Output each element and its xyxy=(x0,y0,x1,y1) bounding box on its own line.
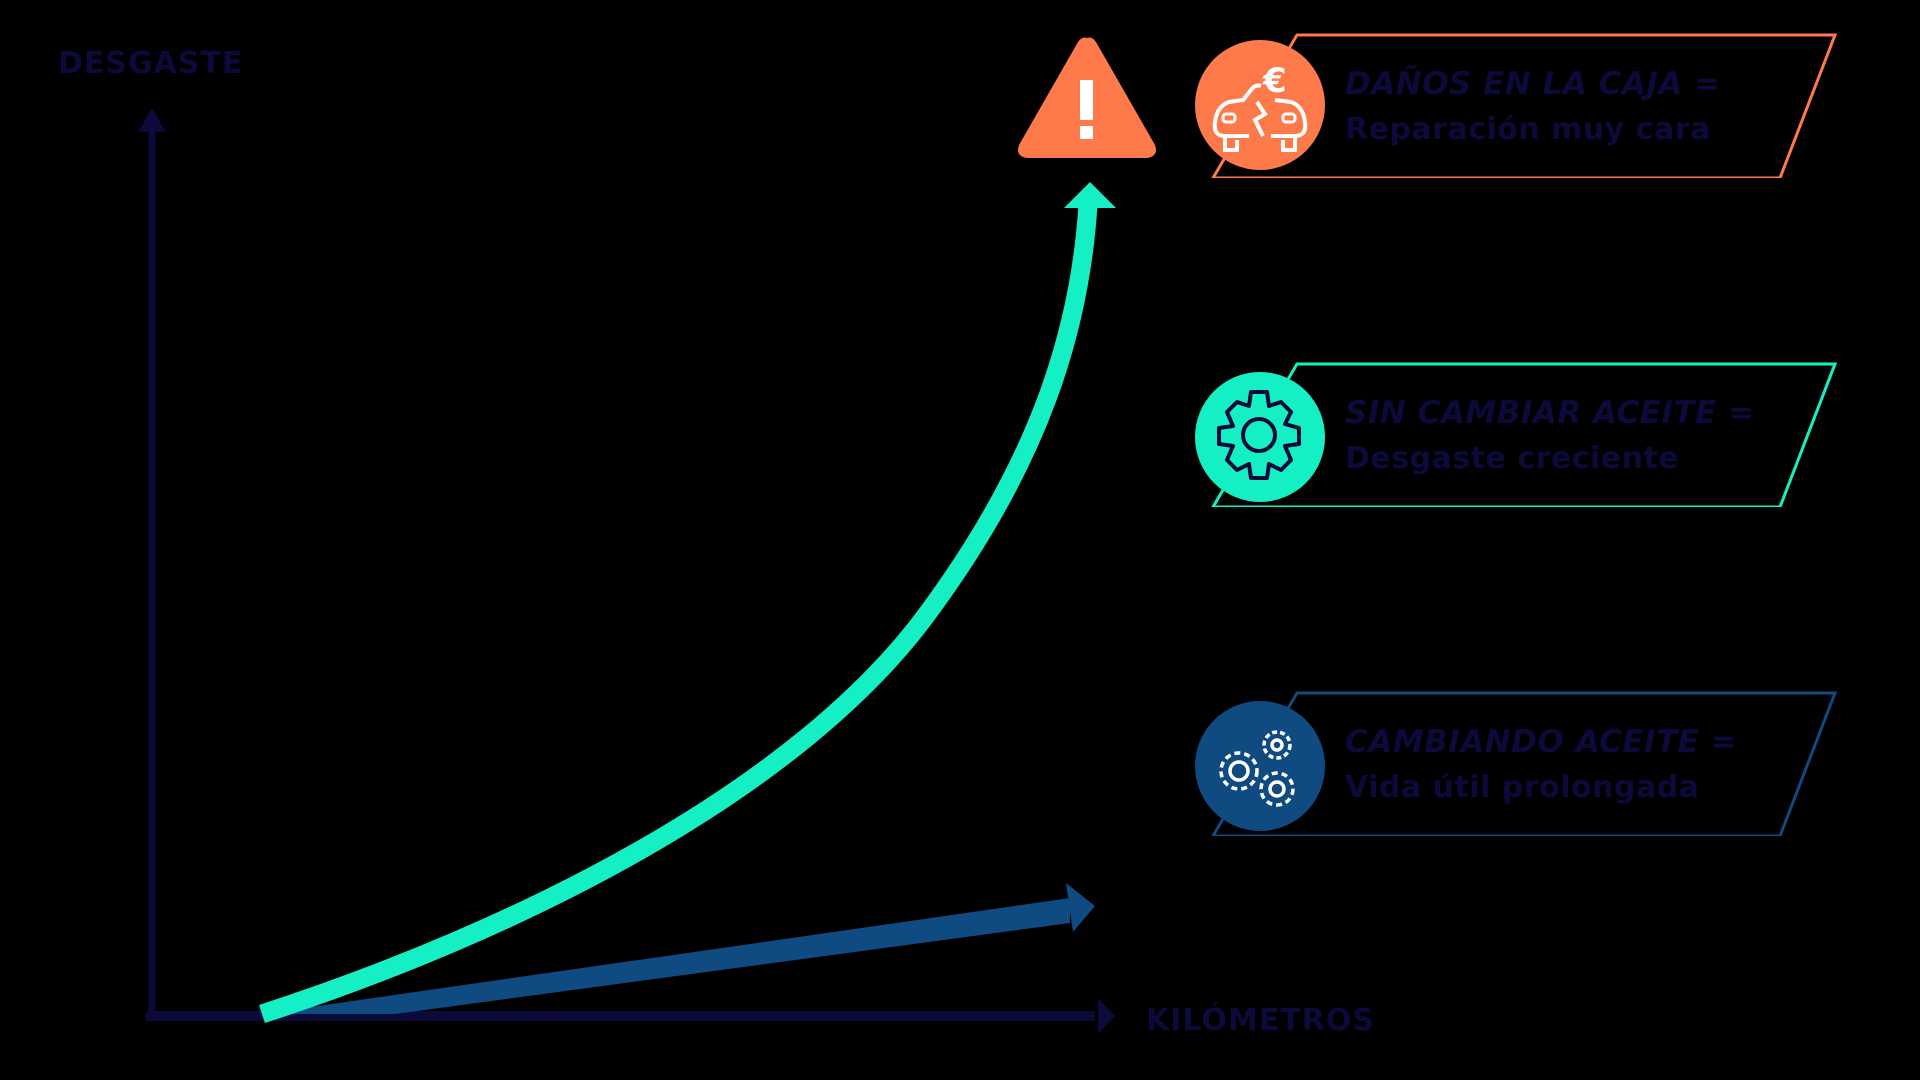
navy-arrow-head-icon xyxy=(1066,883,1095,932)
y-axis-label: DESGASTE xyxy=(58,46,244,81)
exclamation-icon xyxy=(1080,80,1093,120)
legend-title: SIN CAMBIAR ACEITE = xyxy=(1345,395,1755,431)
car-crash-euro-icon: € xyxy=(1195,40,1325,170)
legend-subtitle: Desgaste creciente xyxy=(1345,441,1680,476)
y-axis xyxy=(138,108,166,1018)
x-axis-label: KILÓMETROS xyxy=(1146,1003,1375,1038)
gears-icon xyxy=(1195,701,1325,831)
legend-panel-cambiando: CAMBIANDO ACEITE = Vida útil prolongada xyxy=(1195,686,1855,836)
legend-subtitle: Vida útil prolongada xyxy=(1345,770,1700,805)
x-axis xyxy=(146,998,1115,1034)
legend-title: CAMBIANDO ACEITE = xyxy=(1345,724,1738,760)
warning-triangle-icon xyxy=(1018,37,1156,158)
y-axis-arrow-icon xyxy=(138,108,166,132)
teal-arrow-head-icon xyxy=(1064,182,1116,208)
series-cambiando-aceite xyxy=(262,883,1095,1014)
broken-gear-icon xyxy=(1195,372,1325,502)
legend-panel-sin-cambiar: SIN CAMBIAR ACEITE = Desgaste creciente xyxy=(1195,357,1855,507)
legend-panel-danos: € DAÑOS EN LA CAJA = Reparación muy cara xyxy=(1195,28,1855,178)
x-axis-arrow-icon xyxy=(1098,998,1115,1034)
series-sin-cambiar-aceite xyxy=(259,182,1116,1024)
legend-subtitle: Reparación muy cara xyxy=(1345,112,1711,147)
legend-title: DAÑOS EN LA CAJA = xyxy=(1345,66,1721,102)
svg-text:€: € xyxy=(1262,61,1287,101)
